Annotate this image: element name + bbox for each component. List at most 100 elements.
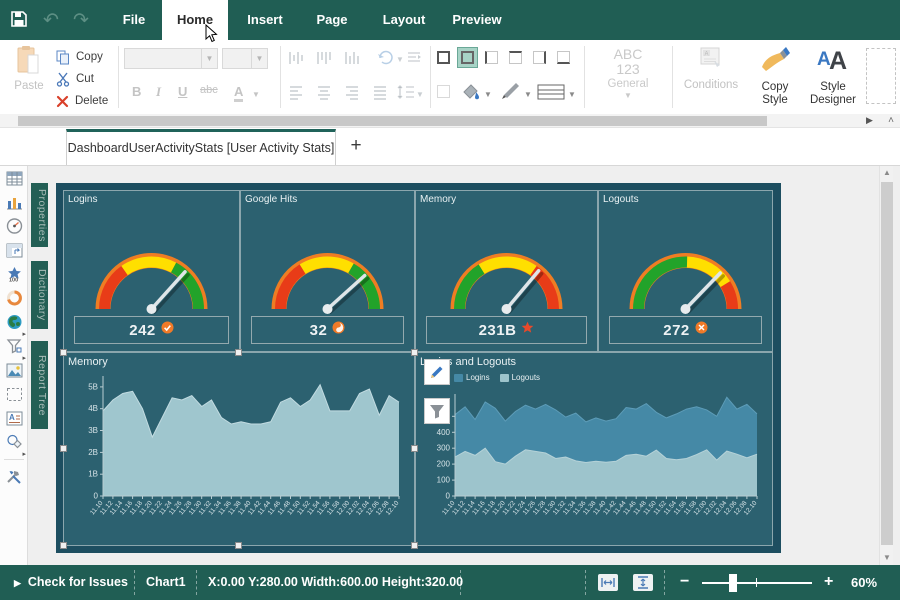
menu-insert[interactable]: Insert (240, 0, 290, 40)
border-top-button[interactable] (506, 48, 525, 67)
bold-button[interactable]: B (132, 84, 141, 99)
copy-button[interactable]: Copy (56, 47, 103, 67)
italic-button[interactable]: I (156, 84, 161, 100)
gauge-widget-google-hits[interactable]: Google Hits 32 (240, 190, 415, 352)
add-page-button[interactable]: + (346, 136, 366, 156)
svg-text:300: 300 (437, 444, 451, 453)
paste-button[interactable]: Paste (8, 45, 50, 109)
dashboard-designer-app: ↶ ↷ File Home Insert Page Layout Preview… (0, 0, 900, 600)
progress-icon[interactable] (0, 286, 28, 310)
ribbon-scrollbar[interactable]: ▶ ˄ (0, 114, 900, 128)
check-for-issues-button[interactable]: ▶ Check for Issues (14, 565, 128, 600)
gauge-state-icon (161, 321, 174, 339)
style-designer-button[interactable]: A A StyleDesigner (804, 45, 862, 107)
save-icon[interactable] (8, 10, 30, 32)
horizontal-align-buttons[interactable]: ▼ (288, 84, 423, 100)
gauge-widget-memory[interactable]: Memory 231B (415, 190, 598, 352)
tools-icon[interactable] (0, 465, 28, 489)
svg-text:0: 0 (94, 492, 99, 501)
expand-arrow-icon[interactable]: ▸ (22, 450, 26, 458)
strikethrough-button[interactable]: abc (200, 84, 218, 96)
dashboard-page-tab[interactable]: DashboardUserActivityStats [User Activit… (66, 129, 336, 165)
gauge-icon[interactable] (0, 214, 28, 238)
redo-icon[interactable]: ↷ (70, 10, 92, 32)
filter-icon[interactable]: ▸ (0, 334, 28, 358)
menu-home[interactable]: Home (162, 0, 228, 40)
pivot-table-icon[interactable] (0, 238, 28, 262)
border-outside-button[interactable] (458, 48, 477, 67)
selection-handle[interactable] (411, 542, 418, 549)
border-left-button[interactable] (482, 48, 501, 67)
image-icon[interactable] (0, 358, 28, 382)
menu-page[interactable]: Page (308, 0, 356, 40)
selection-handle[interactable] (60, 445, 67, 452)
edit-chart-button[interactable] (424, 359, 450, 385)
selection-handle[interactable] (411, 349, 418, 356)
border-all-button[interactable] (434, 48, 453, 67)
ribbon-scrollbar-thumb[interactable] (18, 116, 767, 126)
zoom-level-label[interactable]: 60% (851, 565, 877, 600)
fit-height-icon (637, 576, 649, 589)
zoom-out-button[interactable]: − (680, 565, 689, 600)
menu-preview[interactable]: Preview (448, 0, 506, 40)
gauge-title: Logins (68, 194, 97, 205)
table-icon[interactable] (0, 166, 28, 190)
scroll-up-icon[interactable]: ▲ (880, 166, 894, 180)
delete-button[interactable]: Delete (56, 91, 108, 111)
menu-layout[interactable]: Layout (376, 0, 432, 40)
chart-widget-logins-logouts[interactable]: Logins and Logouts Logins Logouts 010020… (415, 352, 773, 546)
panel-tab-report-tree[interactable]: Report Tree (31, 341, 48, 429)
cut-button[interactable]: Cut (56, 69, 94, 89)
fill-and-line-buttons[interactable]: ▼ ▼ ▼ (460, 82, 578, 102)
font-color-button[interactable]: A (234, 84, 243, 102)
number-format-dropdown-arrow[interactable]: ▼ (590, 91, 666, 100)
canvas-vertical-scrollbar[interactable]: ▲ ▼ (879, 166, 893, 565)
selected-component-label[interactable]: Chart1 (146, 565, 186, 600)
conditions-button[interactable]: A Conditions (678, 45, 744, 92)
gauge-dial (599, 213, 772, 317)
vertical-align-buttons[interactable]: ▼ (288, 50, 423, 66)
fit-page-height-button[interactable] (633, 574, 653, 591)
gauge-value: 231B (479, 322, 517, 339)
collapse-ribbon-icon[interactable]: ˄ (882, 114, 900, 128)
underline-button[interactable]: U (178, 84, 187, 99)
fit-page-width-button[interactable] (598, 574, 618, 591)
border-none-button[interactable] (434, 82, 453, 101)
selection-handle[interactable] (235, 349, 242, 356)
undo-icon[interactable]: ↶ (40, 10, 62, 32)
zoom-slider-thumb[interactable] (729, 574, 737, 592)
font-family-select[interactable]: ▼ (124, 48, 218, 69)
svg-text:▼: ▼ (416, 90, 423, 99)
scroll-down-icon[interactable]: ▼ (880, 551, 894, 565)
gauge-widget-logins[interactable]: Logins 242 (63, 190, 240, 352)
selection-handle[interactable] (411, 445, 418, 452)
zoom-slider-track[interactable] (702, 582, 812, 584)
ribbon-scroll-right-icon[interactable]: ▶ (866, 115, 873, 126)
border-bottom-button[interactable] (554, 48, 573, 67)
gauge-dial (416, 213, 597, 317)
text-icon[interactable]: A (0, 406, 28, 430)
panel-tab-dictionary[interactable]: Dictionary (31, 261, 48, 329)
panel-icon[interactable] (0, 382, 28, 406)
svg-text:2B: 2B (88, 448, 98, 457)
panel-tab-properties[interactable]: Properties (31, 183, 48, 247)
dashboard-page[interactable]: Logins 242 Google Hits 32 Memory (56, 183, 781, 553)
selection-handle[interactable] (60, 542, 67, 549)
chart-widget-memory[interactable]: Memory 01B2B3B4B5B11.1011.1211.1411.1611… (63, 352, 415, 546)
chart-icon[interactable] (0, 190, 28, 214)
menu-file[interactable]: File (112, 0, 156, 40)
zoom-in-button[interactable]: + (824, 565, 833, 600)
border-right-button[interactable] (530, 48, 549, 67)
filter-chart-button[interactable] (424, 398, 450, 424)
number-format-button[interactable]: ABC 123 General ▼ (590, 47, 666, 100)
indicator-icon[interactable]: 100 (0, 262, 28, 286)
shape-icon[interactable]: ▸ (0, 430, 28, 454)
gauge-widget-logouts[interactable]: Logouts 272 (598, 190, 773, 352)
font-size-select[interactable]: ▼ (222, 48, 268, 69)
font-color-dropdown-arrow[interactable]: ▼ (252, 90, 260, 99)
selection-handle[interactable] (235, 542, 242, 549)
map-icon[interactable]: ▸ (0, 310, 28, 334)
selection-handle[interactable] (60, 349, 67, 356)
copy-style-button[interactable]: CopyStyle (748, 45, 802, 107)
vertical-scrollbar-thumb[interactable] (881, 182, 893, 545)
